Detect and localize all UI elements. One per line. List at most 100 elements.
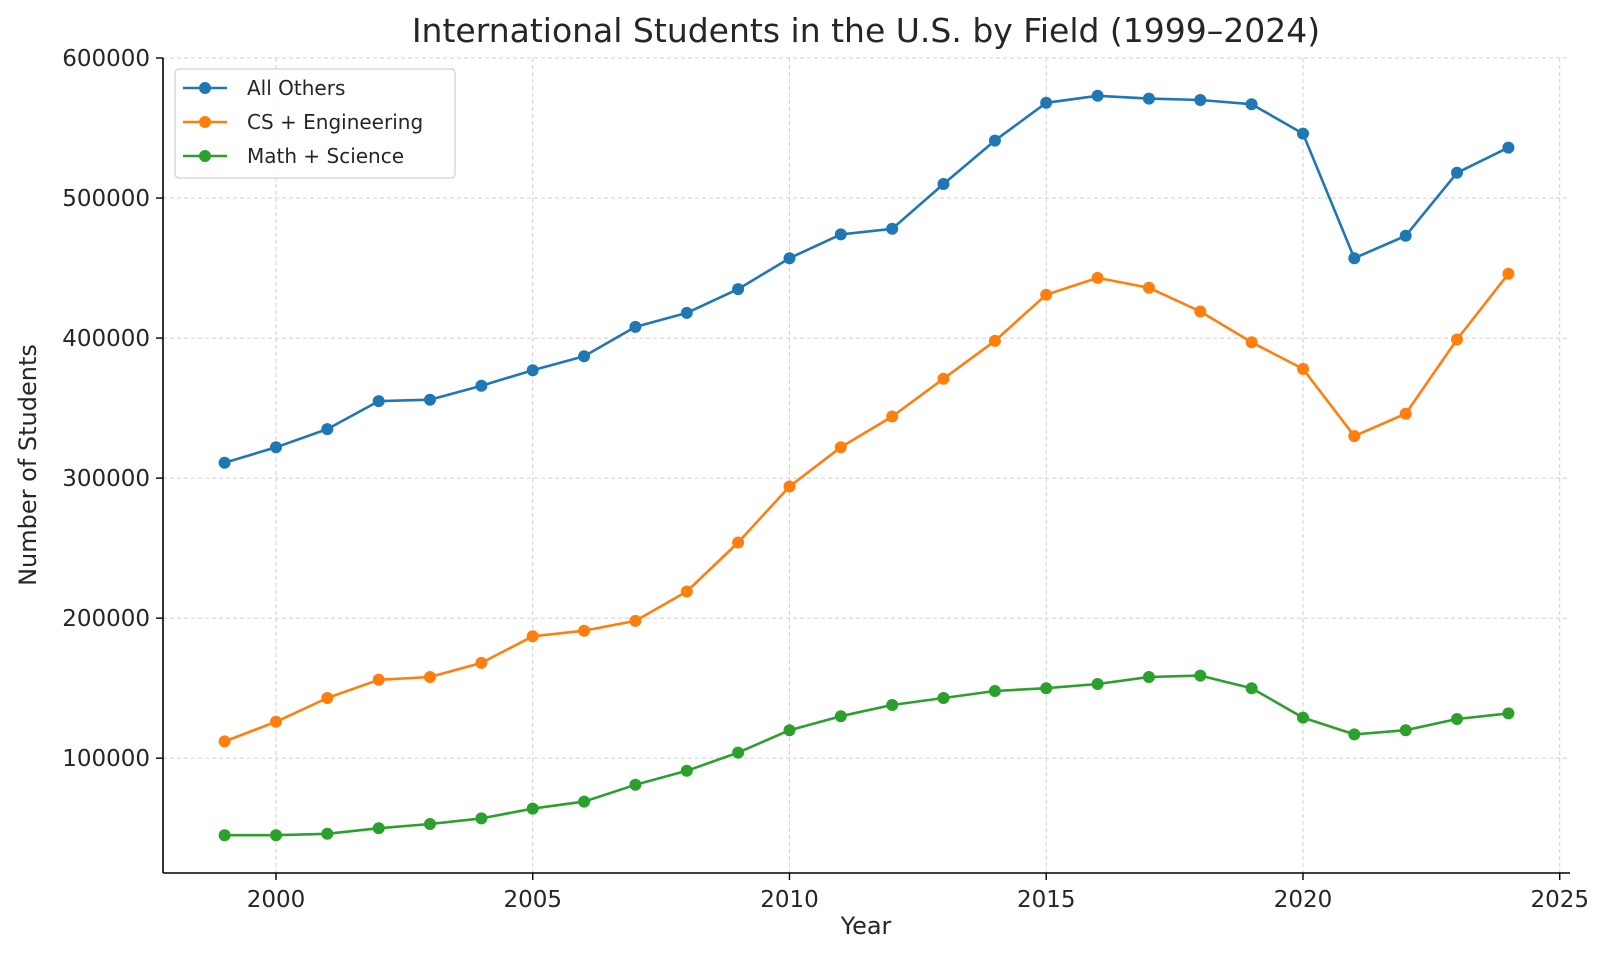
series-cs-engineering xyxy=(218,267,1515,748)
legend-swatch-marker xyxy=(199,82,211,94)
data-point-cs-engineering-2004 xyxy=(475,656,488,669)
data-point-math-science-2020 xyxy=(1297,711,1309,724)
data-point-math-science-2017 xyxy=(1142,671,1155,683)
data-point-math-science-2019 xyxy=(1245,682,1258,695)
data-point-all-others-2013 xyxy=(937,178,950,190)
data-point-cs-engineering-2000 xyxy=(270,715,282,728)
y-tick-label: 400000 xyxy=(62,326,150,352)
data-point-all-others-2005 xyxy=(526,364,539,377)
y-tick-label: 300000 xyxy=(62,466,150,492)
data-point-math-science-2016 xyxy=(1091,678,1104,690)
data-point-math-science-2024 xyxy=(1502,707,1515,720)
data-point-math-science-2023 xyxy=(1451,713,1463,725)
data-point-cs-engineering-2020 xyxy=(1297,362,1309,375)
data-point-cs-engineering-1999 xyxy=(218,735,231,748)
legend-item-all-others: All Others xyxy=(183,76,345,100)
data-point-math-science-2014 xyxy=(988,685,1001,697)
data-point-cs-engineering-2003 xyxy=(424,671,436,683)
series-line-cs-engineering xyxy=(224,272,1510,743)
x-tick-label: 2020 xyxy=(1274,887,1333,913)
data-point-cs-engineering-2014 xyxy=(988,334,1001,347)
data-point-math-science-2006 xyxy=(578,795,591,808)
data-point-all-others-2014 xyxy=(988,134,1001,147)
data-point-cs-engineering-2007 xyxy=(629,614,642,627)
data-point-all-others-2002 xyxy=(372,395,385,408)
data-point-cs-engineering-2016 xyxy=(1091,271,1104,284)
data-point-math-science-2007 xyxy=(629,778,642,791)
legend-box xyxy=(174,68,456,179)
data-point-all-others-2006 xyxy=(578,350,591,363)
data-point-cs-engineering-2005 xyxy=(526,630,539,643)
data-point-all-others-2003 xyxy=(424,393,436,406)
data-point-math-science-2015 xyxy=(1040,682,1053,695)
data-point-math-science-2008 xyxy=(680,764,693,777)
legend-label-all-others: All Others xyxy=(247,76,345,100)
chart-title: International Students in the U.S. by Fi… xyxy=(412,11,1320,50)
data-point-math-science-2018 xyxy=(1194,669,1207,682)
data-point-cs-engineering-2018 xyxy=(1194,305,1207,318)
data-point-all-others-2004 xyxy=(475,379,488,392)
data-point-all-others-2017 xyxy=(1142,92,1155,105)
data-point-cs-engineering-2006 xyxy=(578,624,591,637)
axes xyxy=(162,58,1570,874)
data-point-cs-engineering-2024 xyxy=(1502,267,1515,280)
data-point-all-others-2023 xyxy=(1451,166,1463,179)
x-tick-label: 2000 xyxy=(247,887,306,913)
data-point-cs-engineering-2013 xyxy=(937,372,950,385)
data-point-math-science-2001 xyxy=(321,827,334,840)
y-tick-label: 600000 xyxy=(62,46,150,72)
x-tick-label: 2010 xyxy=(760,887,819,913)
data-point-cs-engineering-2010 xyxy=(783,480,796,493)
data-point-math-science-2003 xyxy=(424,818,436,830)
data-point-all-others-2010 xyxy=(783,252,796,265)
data-point-all-others-2021 xyxy=(1348,252,1361,265)
data-point-all-others-2000 xyxy=(270,441,282,454)
data-point-all-others-2015 xyxy=(1040,96,1053,109)
data-point-math-science-1999 xyxy=(218,829,231,842)
data-point-math-science-2022 xyxy=(1399,724,1412,737)
data-point-all-others-2019 xyxy=(1245,98,1258,111)
legend-swatch-marker xyxy=(199,116,211,128)
data-point-all-others-2024 xyxy=(1502,141,1515,154)
data-point-all-others-2012 xyxy=(886,222,899,235)
x-tick-label: 2005 xyxy=(503,887,562,913)
data-point-cs-engineering-2019 xyxy=(1245,336,1258,349)
ticks: 2000 2005 2010 2015 2020 2025 100000 200000 3000… xyxy=(62,46,1589,913)
data-point-all-others-2020 xyxy=(1297,127,1309,140)
data-point-cs-engineering-2011 xyxy=(834,441,847,454)
legend-label-cs-engineering: CS + Engineering xyxy=(247,110,423,134)
grid xyxy=(163,57,1570,873)
legend: All Others CS + Engineering Math + Scien… xyxy=(174,68,456,179)
data-point-math-science-2005 xyxy=(526,802,539,815)
data-point-math-science-2012 xyxy=(886,699,899,711)
legend-swatch-marker xyxy=(199,150,211,162)
legend-label-math-science: Math + Science xyxy=(247,144,404,168)
series-line-math-science xyxy=(224,674,1509,837)
data-point-cs-engineering-2012 xyxy=(886,410,899,423)
x-axis-label: Year xyxy=(840,912,892,940)
data-point-all-others-2022 xyxy=(1399,229,1412,242)
data-point-all-others-2001 xyxy=(321,423,334,436)
data-point-math-science-2013 xyxy=(937,692,950,704)
data-point-cs-engineering-2021 xyxy=(1348,430,1361,443)
data-point-math-science-2002 xyxy=(372,822,385,835)
data-point-cs-engineering-2008 xyxy=(680,585,693,598)
data-point-math-science-2004 xyxy=(475,812,488,825)
legend-item-cs-engineering: CS + Engineering xyxy=(183,110,423,134)
x-tick-label: 2025 xyxy=(1530,887,1589,913)
y-tick-label: 200000 xyxy=(62,606,150,632)
data-point-math-science-2010 xyxy=(783,724,796,737)
data-point-cs-engineering-2009 xyxy=(732,536,745,549)
data-point-all-others-1999 xyxy=(218,456,231,469)
series-line-all-others xyxy=(224,94,1509,464)
data-point-all-others-2007 xyxy=(629,320,642,333)
data-point-math-science-2021 xyxy=(1348,728,1361,741)
data-point-all-others-2011 xyxy=(834,228,847,241)
y-tick-label: 500000 xyxy=(62,186,150,212)
y-axis-label: Number of Students xyxy=(14,344,42,586)
data-point-all-others-2009 xyxy=(732,283,745,296)
x-tick-label: 2015 xyxy=(1017,887,1076,913)
data-point-math-science-2009 xyxy=(732,746,745,759)
